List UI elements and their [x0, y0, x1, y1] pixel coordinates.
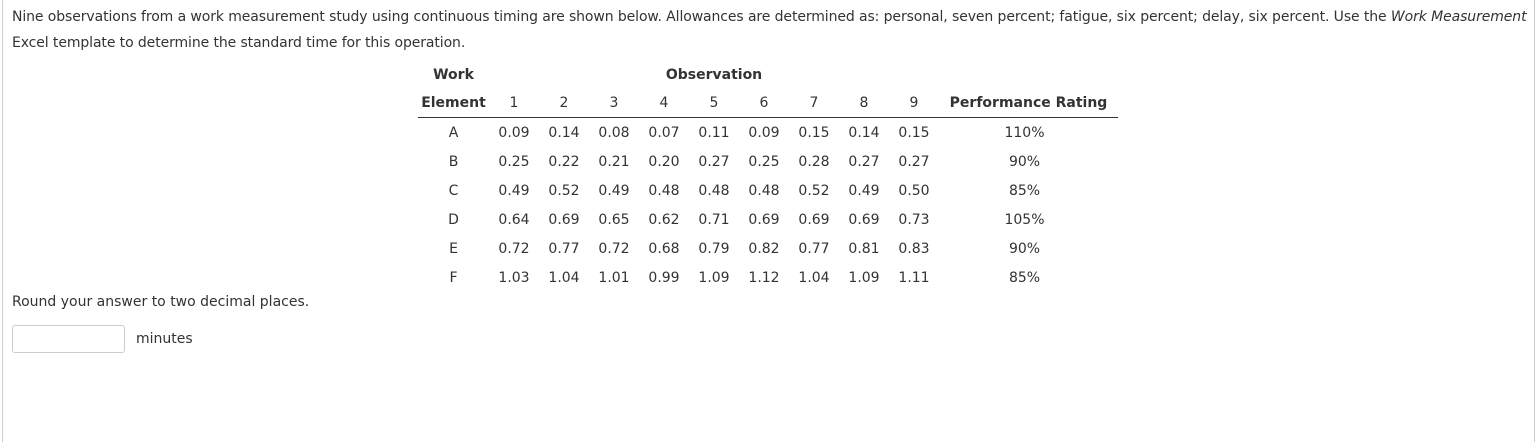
time-cell: 0.72: [498, 240, 530, 257]
time-cell: 1.11: [898, 269, 930, 286]
time-cell: 0.15: [898, 124, 930, 141]
rating-cell: 105%: [1004, 211, 1045, 228]
time-cell: 0.81: [848, 240, 880, 257]
observation-number: 3: [589, 89, 639, 118]
data-row: B 0.25 0.22 0.21 0.20 0.27 0.25 0.28 0.27 0.27 90%: [418, 147, 1118, 176]
time-cell: 0.82: [748, 240, 780, 257]
rating-cell: 85%: [1008, 269, 1041, 286]
time-cell: 0.68: [648, 240, 680, 257]
observation-number: 8: [839, 89, 889, 118]
time-cell: 0.48: [748, 182, 780, 199]
time-cell: 0.72: [598, 240, 630, 257]
time-cell: 1.03: [498, 269, 530, 286]
header-cell: Performance Rating: [939, 89, 1118, 118]
time-cell: 0.25: [498, 153, 530, 170]
time-cell: 0.27: [698, 153, 730, 170]
time-cell: 1.04: [548, 269, 580, 286]
header-row: Element 1 2 3 4 5 6 7 8 9 Performance Rating: [418, 89, 1118, 118]
time-cell: 1.09: [698, 269, 730, 286]
time-cell: 0.48: [648, 182, 680, 199]
observation-number: 5: [689, 89, 739, 118]
answer-input[interactable]: [12, 325, 125, 353]
time-cell: 0.77: [798, 240, 830, 257]
data-table: Work Observation Element 1 2 3 4 5 6 7 8 9 Performan…: [418, 60, 1118, 292]
time-cell: 0.07: [648, 124, 680, 141]
time-cell: 0.69: [798, 211, 830, 228]
observation-number: 6: [739, 89, 789, 118]
unit-label: minutes: [136, 331, 193, 347]
data-row: F 1.03 1.04 1.01 0.99 1.09 1.12 1.04 1.09 1.11 85%: [418, 263, 1118, 292]
rating-cell: 90%: [1008, 240, 1041, 257]
element-cell: B: [448, 153, 459, 170]
header-cell: [939, 60, 1118, 89]
time-cell: 0.52: [548, 182, 580, 199]
time-cell: 0.27: [848, 153, 880, 170]
time-cell: 0.49: [598, 182, 630, 199]
time-cell: 0.14: [848, 124, 880, 141]
element-cell: E: [449, 240, 458, 257]
rating-cell: 110%: [1004, 124, 1045, 141]
question-text: Nine observations from a work measuremen…: [12, 4, 1527, 56]
header-cell: Element: [418, 89, 489, 118]
time-cell: 0.65: [598, 211, 630, 228]
time-cell: 0.49: [848, 182, 880, 199]
time-cell: 0.69: [848, 211, 880, 228]
element-cell: C: [448, 182, 459, 199]
rating-cell: 90%: [1008, 153, 1041, 170]
question-part: Excel template to determine the standard…: [12, 35, 466, 51]
time-cell: 1.12: [748, 269, 780, 286]
time-cell: 0.27: [898, 153, 930, 170]
observation-number: 4: [639, 89, 689, 118]
time-cell: 1.04: [798, 269, 830, 286]
observation-number: 1: [489, 89, 539, 118]
time-cell: 0.50: [898, 182, 930, 199]
question-italic: Work Measurement: [1390, 9, 1527, 25]
time-cell: 0.79: [698, 240, 730, 257]
data-row: A 0.09 0.14 0.08 0.07 0.11 0.09 0.15 0.14 0.15 110…: [418, 118, 1118, 148]
time-cell: 0.08: [598, 124, 630, 141]
time-cell: 0.09: [748, 124, 780, 141]
data-row: D 0.64 0.69 0.65 0.62 0.71 0.69 0.69 0.69 0.73 105…: [418, 205, 1118, 234]
observation-number: 2: [539, 89, 589, 118]
time-cell: 0.11: [698, 124, 730, 141]
header-cell: Work: [433, 66, 474, 83]
element-cell: A: [448, 124, 459, 141]
element-cell: F: [449, 269, 458, 286]
time-cell: 0.52: [798, 182, 830, 199]
time-cell: 0.21: [598, 153, 630, 170]
header-cell: Observation: [665, 66, 763, 83]
time-cell: 0.62: [648, 211, 680, 228]
time-cell: 0.73: [898, 211, 930, 228]
question-part: Nine observations from a work measuremen…: [12, 9, 1391, 25]
time-cell: 0.71: [698, 211, 730, 228]
time-cell: 0.22: [548, 153, 580, 170]
time-cell: 0.83: [898, 240, 930, 257]
time-cell: 0.09: [498, 124, 530, 141]
rating-cell: 85%: [1008, 182, 1041, 199]
time-cell: 1.01: [598, 269, 630, 286]
time-cell: 1.09: [848, 269, 880, 286]
element-cell: D: [448, 211, 459, 228]
time-cell: 0.28: [798, 153, 830, 170]
data-row: E 0.72 0.77 0.72 0.68 0.79 0.82 0.77 0.81 0.83 90%: [418, 234, 1118, 263]
time-cell: 0.25: [748, 153, 780, 170]
time-cell: 0.15: [798, 124, 830, 141]
data-row: C 0.49 0.52 0.49 0.48 0.48 0.48 0.52 0.49 0.50 85%: [418, 176, 1118, 205]
header-row: Work Observation: [418, 60, 1118, 89]
time-cell: 0.99: [648, 269, 680, 286]
instruction: Round your answer to two decimal places.: [12, 294, 310, 310]
time-cell: 0.48: [698, 182, 730, 199]
time-cell: 0.64: [498, 211, 530, 228]
time-cell: 0.14: [548, 124, 580, 141]
observation-number: 9: [889, 89, 939, 118]
time-cell: 0.77: [548, 240, 580, 257]
time-cell: 0.69: [548, 211, 580, 228]
time-cell: 0.49: [498, 182, 530, 199]
time-cell: 0.69: [748, 211, 780, 228]
observation-number: 7: [789, 89, 839, 118]
time-cell: 0.20: [648, 153, 680, 170]
